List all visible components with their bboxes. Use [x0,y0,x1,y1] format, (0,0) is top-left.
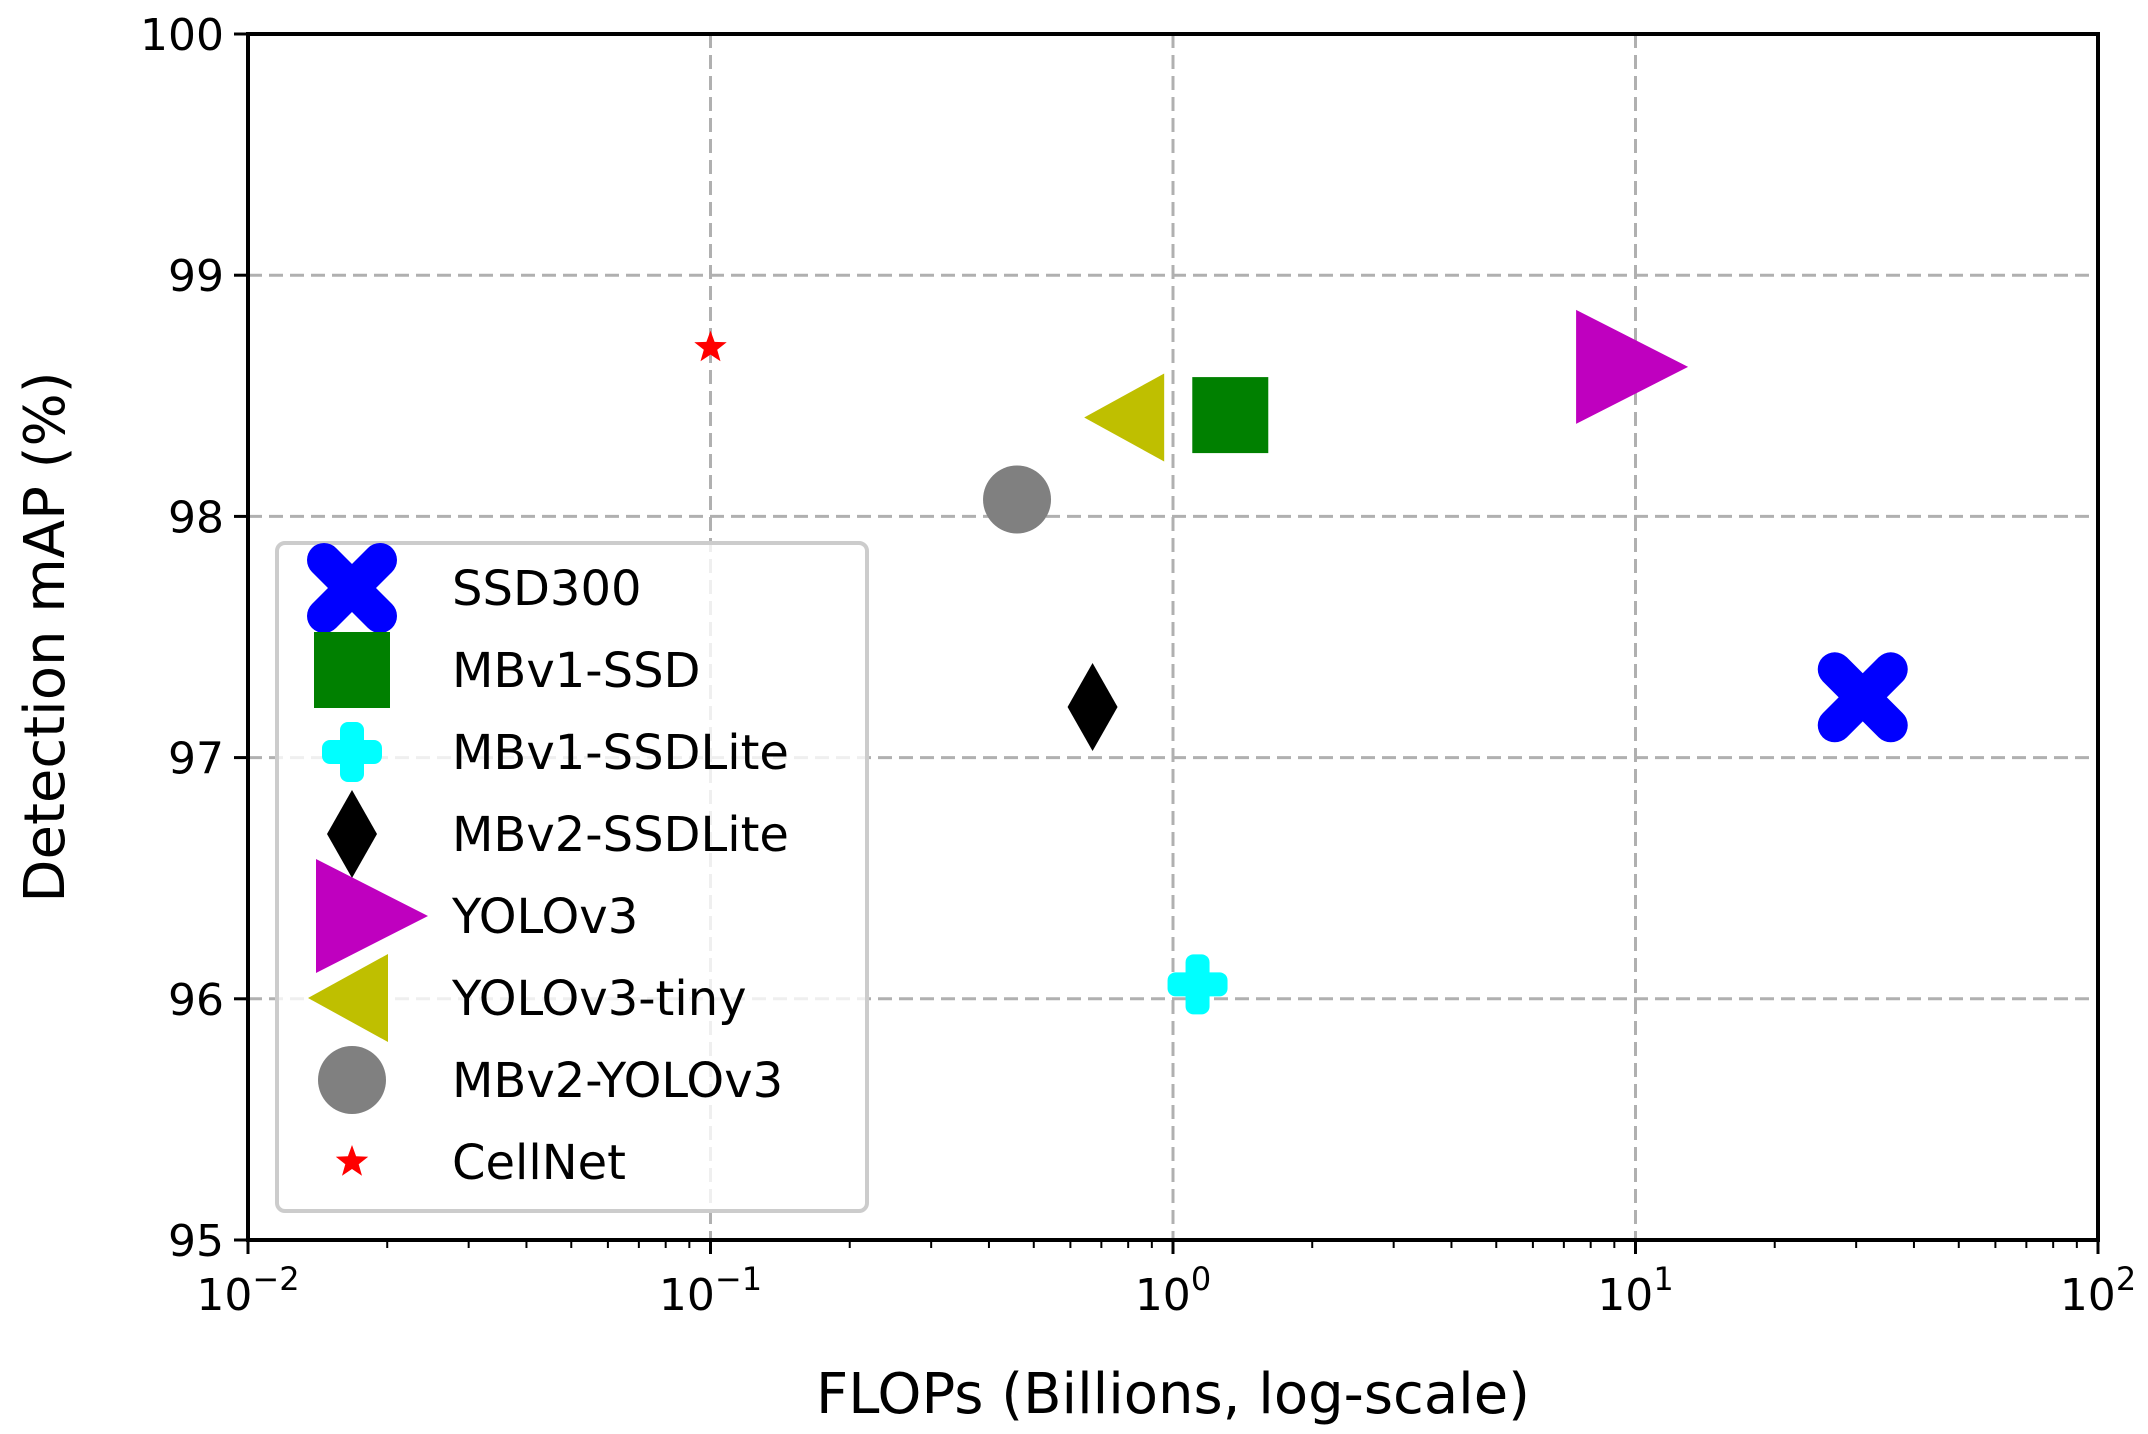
legend-label-cellnet: CellNet [452,1135,626,1191]
point-mbv1-ssdlite [1167,954,1228,1015]
legend-label-mbv2-ssdlite: MBv2-SSDLite [452,807,789,863]
legend-marker-ssd300 [307,543,397,633]
x-tick-label: 10−1 [659,1260,762,1321]
scatter-points [694,309,1908,1015]
legend: SSD300 MBv1-SSD MBv1-SSDLite MBv2-SSDLite YO… [275,541,869,1213]
point-yolov3 [1576,309,1689,424]
x-tick-label: 102 [2060,1260,2136,1321]
legend-label-yolov3: YOLOv3 [451,889,638,945]
legend-marker-mbv1-ssdlite [322,722,382,782]
legend-marker-mbv1-ssd [314,632,390,708]
x-tick-label: 100 [1135,1260,1211,1321]
legend-label-yolov3-tiny: YOLOv3-tiny [451,971,747,1027]
y-tick-label: 95 [168,1216,224,1267]
legend-label-mbv1-ssd: MBv1-SSD [452,643,701,699]
y-tick-label: 100 [140,10,224,61]
point-mbv2-ssdlite [1067,662,1118,751]
x-tick-label: 10−2 [196,1260,299,1321]
point-mbv2-yolov3 [983,465,1052,534]
x-tick-label: 101 [1597,1260,1673,1321]
legend-marker-yolov3-tiny [308,954,388,1042]
legend-marker-mbv2-ssdlite [327,790,377,878]
x-axis-title: FLOPs (Billions, log-scale) [816,1362,1530,1427]
axis-ticks: 10−2 10−1 100 101 102 95 96 97 98 99 100 [140,10,2136,1321]
point-mbv1-ssd [1192,377,1269,454]
legend-label-ssd300: SSD300 [452,561,642,617]
point-cellnet [694,330,727,362]
legend-marker-yolov3 [316,859,428,973]
y-tick-label: 96 [168,975,224,1026]
legend-marker-mbv2-yolov3 [318,1046,386,1114]
legend-box [275,541,869,1213]
y-tick-label: 99 [168,251,224,302]
legend-label-mbv2-yolov3: MBv2-YOLOv3 [452,1053,783,1109]
legend-label-mbv1-ssdlite: MBv1-SSDLite [452,725,789,781]
point-ssd300 [1817,652,1908,743]
point-yolov3-tiny [1084,373,1165,462]
y-tick-label: 97 [168,734,224,785]
y-tick-label: 98 [168,492,224,543]
grid [248,34,2098,1240]
legend-marker-cellnet [335,1145,369,1176]
y-axis-title: Detection mAP (%) [13,371,78,902]
